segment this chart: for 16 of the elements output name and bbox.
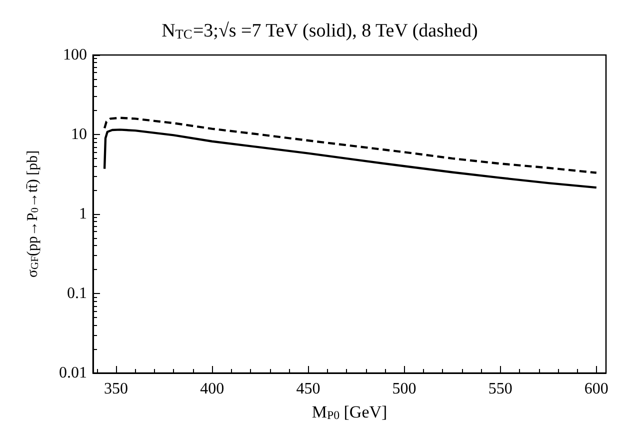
y-tick-label: 10 [71, 126, 87, 143]
y-tick-label: 100 [63, 46, 87, 64]
y-tick-label: 0.1 [67, 285, 87, 302]
x-tick-label: 350 [104, 380, 128, 398]
x-tick-label: 400 [200, 380, 224, 398]
y-tick-label: 0.01 [59, 364, 87, 382]
x-tick-label: 500 [392, 380, 416, 398]
x-axis-title: MP0 [GeV] [312, 402, 388, 422]
x-tick-label: 550 [488, 380, 512, 398]
x-tick-label: 600 [584, 380, 608, 398]
chart-title: NTC=3;√s =7 TeV (solid), 8 TeV (dashed) [162, 20, 478, 42]
line-series [103, 116, 598, 174]
y-axis-title: σGF(pp→P0→tt̄) [pb] [24, 150, 41, 278]
line-series [103, 128, 598, 189]
y-tick-label: 1 [79, 206, 87, 222]
x-tick-label: 450 [296, 380, 320, 398]
